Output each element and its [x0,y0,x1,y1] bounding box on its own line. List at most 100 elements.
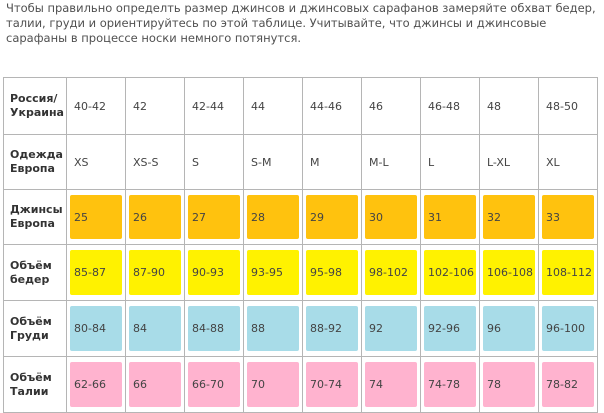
table-cell-waist-4: 70 [243,356,303,413]
table-cell-europe-clothing-9: XL [538,134,598,190]
cell-color-fill [70,195,122,239]
cell-value: 74 [369,378,383,391]
cell-color-fill [483,306,535,351]
table-cell-jeans-europe-8: 32 [479,189,539,245]
cell-value: 87-90 [133,266,165,279]
cell-value: 33 [546,210,560,224]
cell-color-fill [365,306,417,351]
table-cell-waist-5: 70-74 [302,356,362,413]
cell-value: 27 [192,210,206,224]
cell-color-fill [188,250,240,295]
table-cell-chest-9: 96-100 [538,300,598,357]
cell-value: 62-66 [74,378,106,391]
table-cell-russia-6: 46 [361,77,421,135]
table-cell-russia-8: 48 [479,77,539,135]
cell-value: 42-44 [192,99,224,113]
cell-color-fill [247,306,299,351]
table-row-russia: Россия/ Украина 40-42 42 42-44 44 44-46 46 46-4… [3,77,598,135]
table-cell-hips-3: 90-93 [184,244,244,301]
cell-value: 30 [369,210,383,224]
row-header-waist: Объём Талии [3,356,67,413]
table-cell-russia-5: 44-46 [302,77,362,135]
cell-color-fill [70,306,122,351]
table-cell-chest-6: 92 [361,300,421,357]
cell-value: 84 [133,322,147,335]
table-row-jeans-europe: Джинсы Европа 25 26 27 28 29 30 31 32 33 [3,189,598,245]
table-cell-chest-4: 88 [243,300,303,357]
cell-color-fill [542,195,594,239]
table-cell-chest-3: 84-88 [184,300,244,357]
cell-color-fill [129,306,181,351]
cell-value: 92 [369,322,383,335]
table-cell-chest-1: 80-84 [66,300,126,357]
table-cell-hips-4: 93-95 [243,244,303,301]
table-cell-waist-6: 74 [361,356,421,413]
cell-color-fill [247,250,299,295]
table-cell-russia-4: 44 [243,77,303,135]
table-row-europe-clothing: Одежда Европа XS XS-S S S-M M M-L L L-XL XL [3,134,598,190]
cell-color-fill [247,195,299,239]
cell-color-fill [70,362,122,407]
cell-color-fill [306,195,358,239]
table-cell-hips-6: 98-102 [361,244,421,301]
cell-value: 70-74 [310,378,342,391]
cell-value: 78 [487,378,501,391]
cell-value: XL [546,155,560,169]
table-cell-hips-5: 95-98 [302,244,362,301]
cell-value: 88-92 [310,322,342,335]
cell-value: 48 [487,99,501,113]
cell-value: 90-93 [192,266,224,279]
row-header-russia: Россия/ Украина [3,77,67,135]
cell-color-fill [424,306,476,351]
cell-value: S-M [251,155,272,169]
table-cell-europe-clothing-8: L-XL [479,134,539,190]
cell-color-fill [424,362,476,407]
cell-value: 40-42 [74,99,106,113]
size-table: Россия/ Украина 40-42 42 42-44 44 44-46 46 46-4… [3,77,598,413]
cell-color-fill [129,195,181,239]
cell-value: 95-98 [310,266,342,279]
cell-value: L [428,155,435,169]
cell-color-fill [365,250,417,295]
cell-value: 102-106 [428,266,474,279]
cell-color-fill [483,195,535,239]
cell-color-fill [542,362,594,407]
cell-color-fill [70,250,122,295]
table-cell-chest-8: 96 [479,300,539,357]
cell-color-fill [129,362,181,407]
table-cell-europe-clothing-7: L [420,134,480,190]
cell-value: 29 [310,210,324,224]
cell-value: 84-88 [192,322,224,335]
table-cell-jeans-europe-3: 27 [184,189,244,245]
cell-value: XS [74,155,89,169]
cell-value: 25 [74,210,88,224]
table-cell-chest-5: 88-92 [302,300,362,357]
table-cell-hips-7: 102-106 [420,244,480,301]
table-row-waist: Объём Талии 62-66 66 66-70 70 70-74 74 74-78 78 7… [3,356,598,413]
cell-value: 88 [251,322,265,335]
table-row-hips: Объём бедер 85-87 87-90 90-93 93-95 95-98 98-1… [3,244,598,301]
cell-color-fill [542,306,594,351]
table-cell-europe-clothing-4: S-M [243,134,303,190]
cell-value: 28 [251,210,265,224]
table-cell-hips-8: 106-108 [479,244,539,301]
cell-value: 92-96 [428,322,460,335]
cell-color-fill [306,362,358,407]
table-cell-russia-3: 42-44 [184,77,244,135]
cell-value: M-L [369,155,389,169]
cell-value: 106-108 [487,266,533,279]
cell-value: 98-102 [369,266,408,279]
cell-color-fill [306,306,358,351]
cell-value: L-XL [487,155,511,169]
cell-value: 66 [133,378,147,391]
table-cell-jeans-europe-7: 31 [420,189,480,245]
cell-value: S [192,155,199,169]
row-header-europe-clothing: Одежда Европа [3,134,67,190]
cell-value: 80-84 [74,322,106,335]
table-cell-chest-2: 84 [125,300,185,357]
cell-color-fill [129,250,181,295]
cell-color-fill [188,362,240,407]
row-header-hips: Объём бедер [3,244,67,301]
cell-value: M [310,155,320,169]
cell-color-fill [365,362,417,407]
